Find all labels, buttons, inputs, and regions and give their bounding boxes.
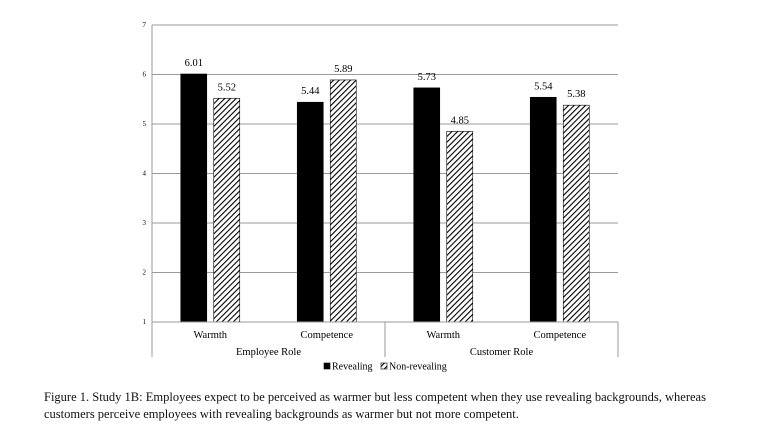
bar-non-revealing-3	[446, 131, 474, 323]
bar-revealing-2	[296, 101, 324, 323]
y-tick-label: 6	[143, 71, 147, 79]
legend-entry: Revealing	[332, 362, 373, 373]
data-label: 5.73	[418, 72, 436, 83]
data-label: 5.44	[301, 86, 320, 97]
y-tick-label: 4	[143, 170, 147, 178]
y-tick-label: 5	[143, 120, 147, 128]
x-tick-label: Competence	[301, 330, 354, 341]
data-label: 5.52	[218, 82, 236, 93]
bar-revealing-4	[529, 96, 557, 323]
legend-swatch	[323, 362, 331, 370]
bar-chart: 6.01 5.52 5.44 5.89 5.73 4.85 5.54 5.38 1 2 3 4 5 6 7…	[143, 21, 619, 373]
data-label: 5.54	[534, 81, 553, 92]
legend-swatch	[380, 362, 388, 370]
data-label: 4.85	[451, 115, 469, 126]
bar-non-revealing-1	[213, 97, 241, 323]
bar-non-revealing-2	[329, 79, 357, 323]
bar-non-revealing-4	[562, 104, 590, 323]
x-tick-label: Warmth	[426, 330, 460, 341]
data-label: 6.01	[185, 58, 203, 69]
bar-revealing-3	[413, 87, 441, 323]
y-tick-label: 3	[143, 219, 147, 227]
y-tick-label: 2	[143, 269, 147, 277]
x-tick-label: Competence	[534, 330, 587, 341]
figure-caption: Figure 1. Study 1B: Employees expect to …	[44, 390, 706, 421]
data-label: 5.38	[567, 89, 585, 100]
group-label: Customer Role	[470, 347, 534, 358]
y-tick-label: 1	[143, 318, 147, 326]
data-label: 5.89	[334, 64, 352, 75]
y-tick-label: 7	[143, 21, 147, 29]
x-tick-label: Warmth	[193, 330, 227, 341]
bar-revealing-1	[180, 73, 208, 323]
group-label: Employee Role	[236, 347, 301, 358]
legend-entry: Non-revealing	[389, 362, 447, 373]
